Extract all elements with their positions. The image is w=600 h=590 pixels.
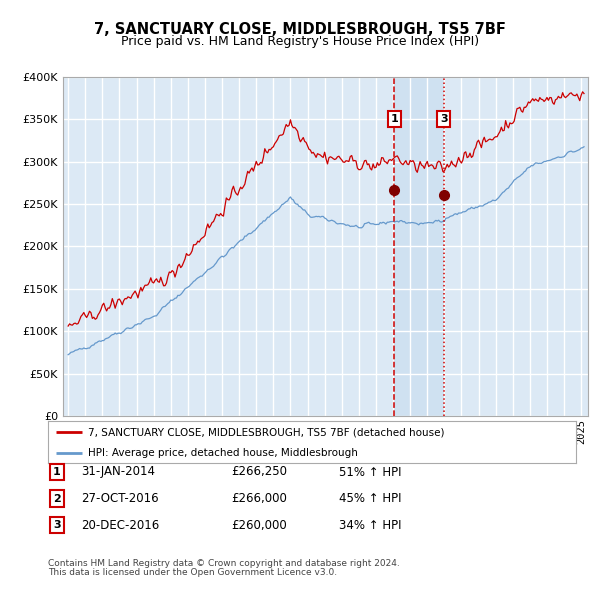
Text: Price paid vs. HM Land Registry's House Price Index (HPI): Price paid vs. HM Land Registry's House … <box>121 35 479 48</box>
Text: 34% ↑ HPI: 34% ↑ HPI <box>339 519 401 532</box>
Text: 7, SANCTUARY CLOSE, MIDDLESBROUGH, TS5 7BF (detached house): 7, SANCTUARY CLOSE, MIDDLESBROUGH, TS5 7… <box>88 427 444 437</box>
Text: 31-JAN-2014: 31-JAN-2014 <box>81 466 155 478</box>
Text: 2: 2 <box>53 494 61 503</box>
Text: £260,000: £260,000 <box>231 519 287 532</box>
Text: 3: 3 <box>440 114 448 124</box>
Text: 1: 1 <box>53 467 61 477</box>
Text: £266,000: £266,000 <box>231 492 287 505</box>
Text: This data is licensed under the Open Government Licence v3.0.: This data is licensed under the Open Gov… <box>48 568 337 577</box>
Text: 20-DEC-2016: 20-DEC-2016 <box>81 519 159 532</box>
Text: 45% ↑ HPI: 45% ↑ HPI <box>339 492 401 505</box>
Text: 3: 3 <box>53 520 61 530</box>
Text: HPI: Average price, detached house, Middlesbrough: HPI: Average price, detached house, Midd… <box>88 448 358 457</box>
Text: £266,250: £266,250 <box>231 466 287 478</box>
Text: 1: 1 <box>391 114 398 124</box>
Bar <box>394 77 444 416</box>
Text: Contains HM Land Registry data © Crown copyright and database right 2024.: Contains HM Land Registry data © Crown c… <box>48 559 400 568</box>
Text: 51% ↑ HPI: 51% ↑ HPI <box>339 466 401 478</box>
Text: 7, SANCTUARY CLOSE, MIDDLESBROUGH, TS5 7BF: 7, SANCTUARY CLOSE, MIDDLESBROUGH, TS5 7… <box>94 22 506 37</box>
Text: 27-OCT-2016: 27-OCT-2016 <box>81 492 158 505</box>
